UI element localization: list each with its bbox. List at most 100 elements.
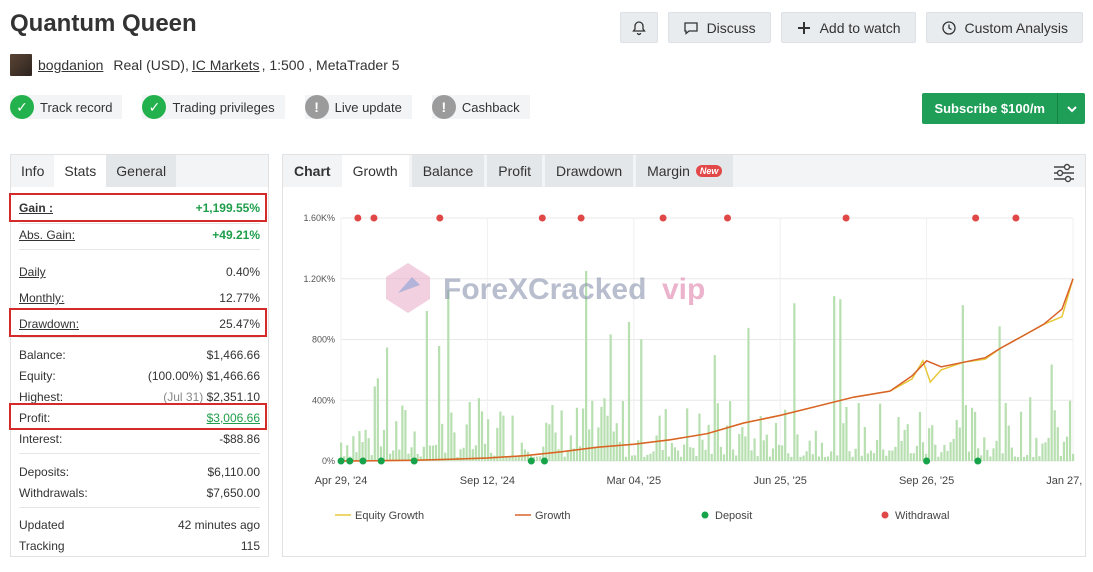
activity-bar xyxy=(830,451,833,461)
activity-bar xyxy=(511,415,514,461)
stats-tabs: Info Stats General xyxy=(11,155,268,187)
discuss-button[interactable]: Discuss xyxy=(667,12,771,43)
new-badge: New xyxy=(695,165,723,177)
activity-bar xyxy=(958,427,961,461)
y-tick-label: 400% xyxy=(312,395,335,405)
highest-row: Highest: (Jul 31) $2,351.10 xyxy=(19,389,260,405)
activity-bar xyxy=(851,456,854,461)
activity-bar xyxy=(637,440,640,461)
profit-value[interactable]: $3,006.66 xyxy=(206,411,260,425)
activity-bar xyxy=(447,289,450,461)
activity-bar xyxy=(425,311,428,461)
activity-bar xyxy=(710,453,713,461)
updated-value: 42 minutes ago xyxy=(177,518,260,532)
subscribe-dropdown[interactable] xyxy=(1057,93,1085,124)
badge-label: Trading privileges xyxy=(172,99,275,115)
activity-bar xyxy=(621,401,624,461)
tab-margin[interactable]: Margin New xyxy=(636,155,734,187)
watermark-text: ForeXCracked xyxy=(443,273,646,306)
x-tick-label: Mar 04, '25 xyxy=(606,475,661,487)
activity-bar xyxy=(955,419,958,461)
activity-bar xyxy=(1072,453,1075,461)
activity-bar xyxy=(762,440,765,461)
activity-bar xyxy=(655,435,658,461)
badge-trading-privileges[interactable]: ✓ Trading privileges xyxy=(142,95,285,119)
badge-live-update[interactable]: ! Live update xyxy=(304,95,412,119)
account-meta: bogdanion Real (USD), IC Markets , 1:500… xyxy=(10,54,400,76)
tab-info[interactable]: Info xyxy=(21,163,45,179)
activity-bar xyxy=(379,446,383,461)
subscribe-button[interactable]: Subscribe $100/m xyxy=(922,93,1085,124)
abs-gain-label[interactable]: Abs. Gain: xyxy=(19,228,76,242)
badge-cashback[interactable]: ! Cashback xyxy=(431,95,530,119)
activity-bar xyxy=(845,406,848,461)
tab-stats[interactable]: Stats xyxy=(54,155,107,187)
activity-bar xyxy=(793,303,796,461)
tab-balance[interactable]: Balance xyxy=(411,155,485,187)
gain-label[interactable]: Gain : xyxy=(19,201,54,215)
activity-bar xyxy=(382,429,386,461)
activity-bar xyxy=(487,419,490,461)
activity-bar xyxy=(701,439,704,461)
top-actions: Discuss Add to watch Custom Analysis xyxy=(619,12,1083,43)
activity-bar xyxy=(422,446,425,461)
daily-row: Daily 0.40% xyxy=(19,264,260,280)
add-to-watch-button[interactable]: Add to watch xyxy=(780,12,916,43)
activity-bar xyxy=(692,447,695,461)
tab-growth[interactable]: Growth xyxy=(341,155,409,187)
activity-bar xyxy=(961,305,964,461)
activity-bar xyxy=(686,408,689,461)
chevron-down-icon xyxy=(1066,105,1077,112)
drawdown-row: Drawdown: 25.47% xyxy=(19,316,260,332)
activity-bar xyxy=(1016,456,1020,461)
x-tick-label: Jun 25, '25 xyxy=(753,475,806,487)
activity-bar xyxy=(973,411,977,461)
legend-label: Deposit xyxy=(715,510,752,522)
y-tick-label: 800% xyxy=(312,335,335,345)
activity-bar xyxy=(796,434,799,461)
activity-bar xyxy=(1019,411,1023,461)
activity-bar xyxy=(1035,437,1038,461)
withdrawals-row: Withdrawals: $7,650.00 xyxy=(19,485,260,501)
activity-bar xyxy=(713,355,716,461)
user-link[interactable]: bogdanion xyxy=(38,57,104,73)
activity-bar xyxy=(900,440,903,461)
activity-bar xyxy=(891,450,894,461)
activity-bar xyxy=(774,422,778,461)
monthly-label[interactable]: Monthly: xyxy=(19,291,65,305)
activity-bar xyxy=(940,452,943,461)
gain-row: Gain : +1,199.55% xyxy=(19,200,260,216)
activity-bar xyxy=(799,456,802,461)
check-icon: ✓ xyxy=(142,95,167,119)
highest-date: (Jul 31) xyxy=(163,390,204,404)
settings-sliders-icon[interactable] xyxy=(1053,163,1075,183)
subscribe-label[interactable]: Subscribe $100/m xyxy=(934,101,1045,116)
badge-track-record[interactable]: ✓ Track record xyxy=(10,95,123,119)
activity-bar xyxy=(468,402,471,461)
activity-bar xyxy=(652,451,655,461)
tab-drawdown[interactable]: Drawdown xyxy=(544,155,634,187)
tab-general[interactable]: General xyxy=(106,155,177,187)
highlight-box xyxy=(9,193,267,222)
activity-bar xyxy=(502,415,505,461)
activity-bar xyxy=(603,398,606,461)
broker-link[interactable]: IC Markets xyxy=(191,57,260,73)
tab-profit[interactable]: Profit xyxy=(487,155,542,187)
activity-bar xyxy=(361,442,364,461)
activity-bar xyxy=(1059,455,1062,461)
activity-bar xyxy=(1047,437,1050,461)
custom-analysis-button[interactable]: Custom Analysis xyxy=(925,12,1083,43)
deposit-marker xyxy=(359,457,367,465)
deposit-marker xyxy=(410,457,418,465)
activity-bar xyxy=(768,456,771,461)
activity-bar xyxy=(848,451,851,461)
activity-bar xyxy=(949,442,952,461)
clock-icon xyxy=(941,20,956,35)
daily-label[interactable]: Daily xyxy=(19,265,46,279)
drawdown-label[interactable]: Drawdown: xyxy=(19,317,80,331)
notify-button[interactable] xyxy=(619,12,658,43)
activity-bar xyxy=(977,448,980,461)
activity-bar xyxy=(508,456,511,461)
profit-row: Profit: $3,006.66 xyxy=(19,410,260,426)
avatar[interactable] xyxy=(10,54,32,76)
